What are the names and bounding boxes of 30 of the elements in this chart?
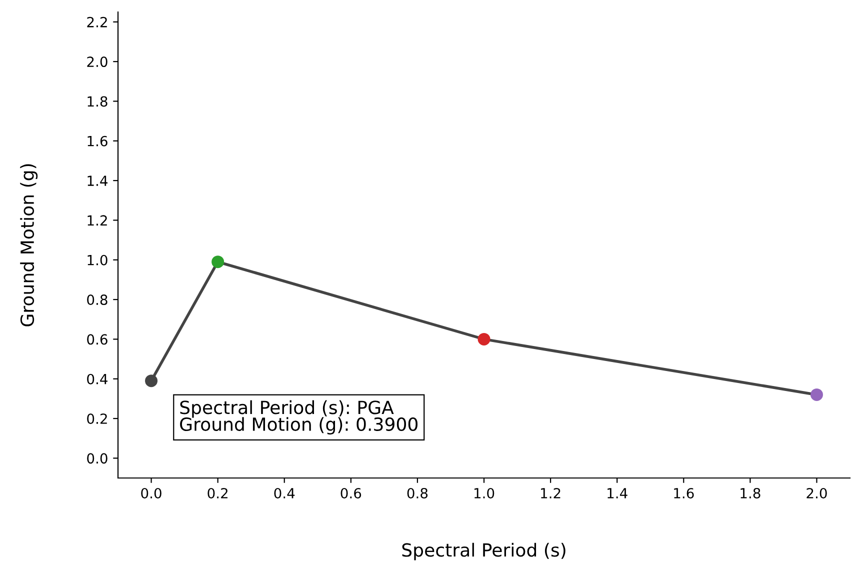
x-tick-label: 0.2 — [208, 488, 228, 498]
y-tick-label: 0.6 — [87, 334, 108, 345]
point — [810, 388, 823, 401]
y-tick-label: 1.6 — [88, 136, 108, 146]
x-tick-label: 0.6 — [340, 488, 362, 498]
x-tick-label: 0.8 — [407, 488, 428, 498]
x-axis-title: Spectral Period (s) — [402, 542, 566, 560]
y-tick-label: 0.8 — [87, 294, 108, 306]
x-tick-label: 0.0 — [141, 488, 162, 498]
y-tick-label: 2.2 — [87, 16, 107, 28]
y-tick-label: 0.0 — [87, 453, 108, 464]
y-tick-label: 1.2 — [88, 215, 107, 226]
x-tick-label: 1.2 — [541, 488, 560, 498]
point — [212, 256, 224, 268]
y-tick-label: 1.8 — [88, 96, 108, 107]
y-tick-label: 0.2 — [87, 413, 107, 424]
point — [145, 374, 158, 388]
y-tick-label: 0.4 — [87, 374, 108, 384]
y-tick-label: 1.0 — [88, 254, 108, 266]
x-tick-label: 1.0 — [474, 488, 494, 498]
x-tick-label: 1.6 — [674, 488, 694, 498]
y-tick-label: 2.0 — [87, 56, 108, 68]
x-tick-label: 1.4 — [608, 488, 628, 498]
y-axis-title: Ground Motion (g) — [20, 164, 38, 326]
y-tick-label: 1.4 — [88, 176, 108, 186]
point — [478, 332, 490, 346]
x-tick-label: 0.4 — [274, 488, 295, 498]
annotation: Spectral Period (s): PGA Ground Motion (g): 0.3900 — [180, 400, 418, 435]
x-tick-label: 2.0 — [806, 488, 827, 498]
x-tick-label: 1.8 — [740, 488, 760, 498]
